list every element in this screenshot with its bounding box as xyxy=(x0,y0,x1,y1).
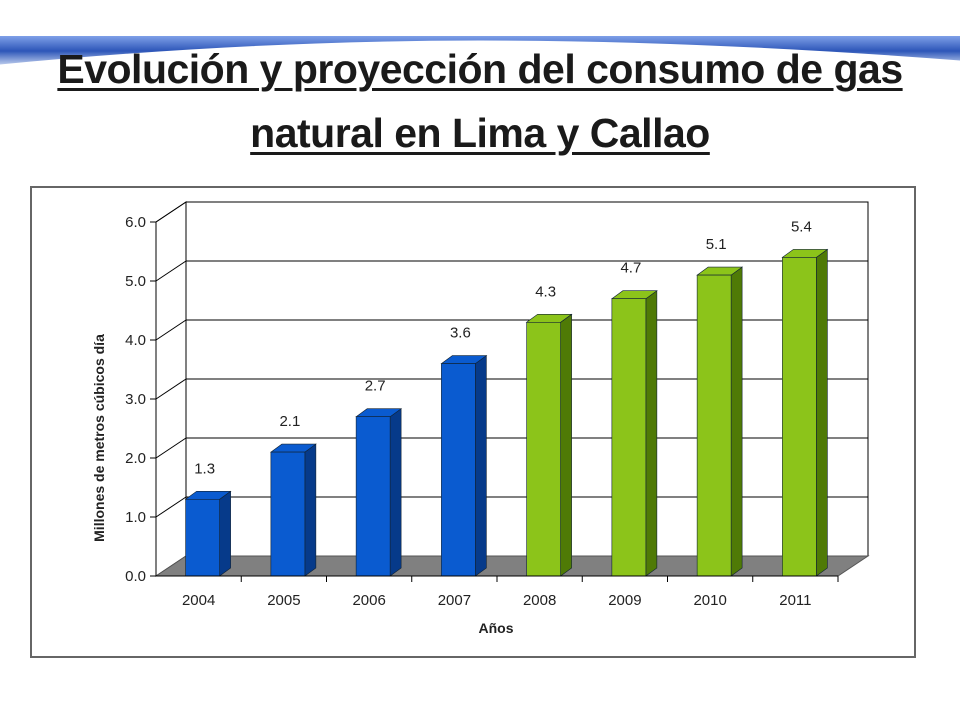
gridline-side xyxy=(155,378,187,400)
bar xyxy=(440,355,488,577)
x-tick-label: 2005 xyxy=(267,592,300,609)
gridline-side xyxy=(155,496,187,518)
x-tick-label: 2010 xyxy=(693,592,726,609)
x-tick-label: 2006 xyxy=(352,592,385,609)
slide-title-line-2: natural en Lima y Callao xyxy=(250,109,710,156)
bar xyxy=(269,443,317,577)
y-tick-label: 3.0 xyxy=(125,391,146,408)
bar xyxy=(781,248,829,577)
data-label: 3.6 xyxy=(450,325,471,342)
bar-side xyxy=(560,313,572,577)
bar xyxy=(696,266,744,577)
slide-title: Evolución y proyección del consumo de ga… xyxy=(0,38,960,165)
bar-front xyxy=(611,298,647,577)
gridline-side xyxy=(155,201,187,223)
y-axis-title: Millones de metros cúbicos día xyxy=(91,334,107,542)
data-label: 5.4 xyxy=(791,218,812,235)
bar-front xyxy=(355,416,391,577)
bar xyxy=(610,290,658,577)
bar-front xyxy=(185,498,220,577)
gridline-side xyxy=(155,437,187,459)
bar-front xyxy=(696,274,732,577)
header-banner xyxy=(0,36,960,68)
bar-front xyxy=(782,257,817,577)
bar-side xyxy=(816,248,828,577)
y-tick-label: 4.0 xyxy=(125,332,146,349)
y-tick-label: 1.0 xyxy=(125,509,146,526)
chart-frame: 0.0 1.0 2.0 3.0 4.0 5.0 6.0 2004 2005 2006 2007 200… xyxy=(30,186,916,658)
bar xyxy=(525,313,573,577)
y-tick-label: 0.0 xyxy=(125,568,146,585)
bar-chart: 0.0 1.0 2.0 3.0 4.0 5.0 6.0 2004 2005 2006 2007 200… xyxy=(91,201,870,636)
bar-side xyxy=(475,355,487,577)
bar xyxy=(355,408,403,577)
y-tick-label: 5.0 xyxy=(125,273,146,290)
bar-side xyxy=(645,290,658,577)
x-tick-label: 2011 xyxy=(779,592,811,609)
bar-side xyxy=(730,266,743,577)
y-tick-label: 6.0 xyxy=(125,214,146,231)
bar-side xyxy=(389,408,402,577)
data-label: 2.7 xyxy=(365,378,386,395)
slide-title-line-1: Evolución y proyección del consumo de ga… xyxy=(57,46,903,92)
bar-side xyxy=(304,443,317,577)
bar-side xyxy=(219,490,231,577)
x-tick-label: 2008 xyxy=(523,592,556,609)
bar-front xyxy=(270,451,306,577)
x-tick-label: 2004 xyxy=(182,592,215,609)
bar-front xyxy=(441,363,476,577)
x-axis-title: Años xyxy=(479,620,514,636)
data-label: 4.3 xyxy=(535,283,556,300)
gridline-side xyxy=(155,319,187,341)
x-tick-label: 2007 xyxy=(438,592,471,609)
data-label: 2.1 xyxy=(279,413,300,430)
x-tick-label: 2009 xyxy=(608,592,641,609)
bar xyxy=(184,490,232,577)
gridline-side xyxy=(155,260,187,282)
bar-front xyxy=(526,322,561,577)
data-label: 1.3 xyxy=(194,460,215,477)
y-tick-label: 2.0 xyxy=(125,450,146,467)
chart-floor xyxy=(154,555,870,577)
data-label: 4.7 xyxy=(620,260,641,277)
data-label: 5.1 xyxy=(706,236,727,253)
